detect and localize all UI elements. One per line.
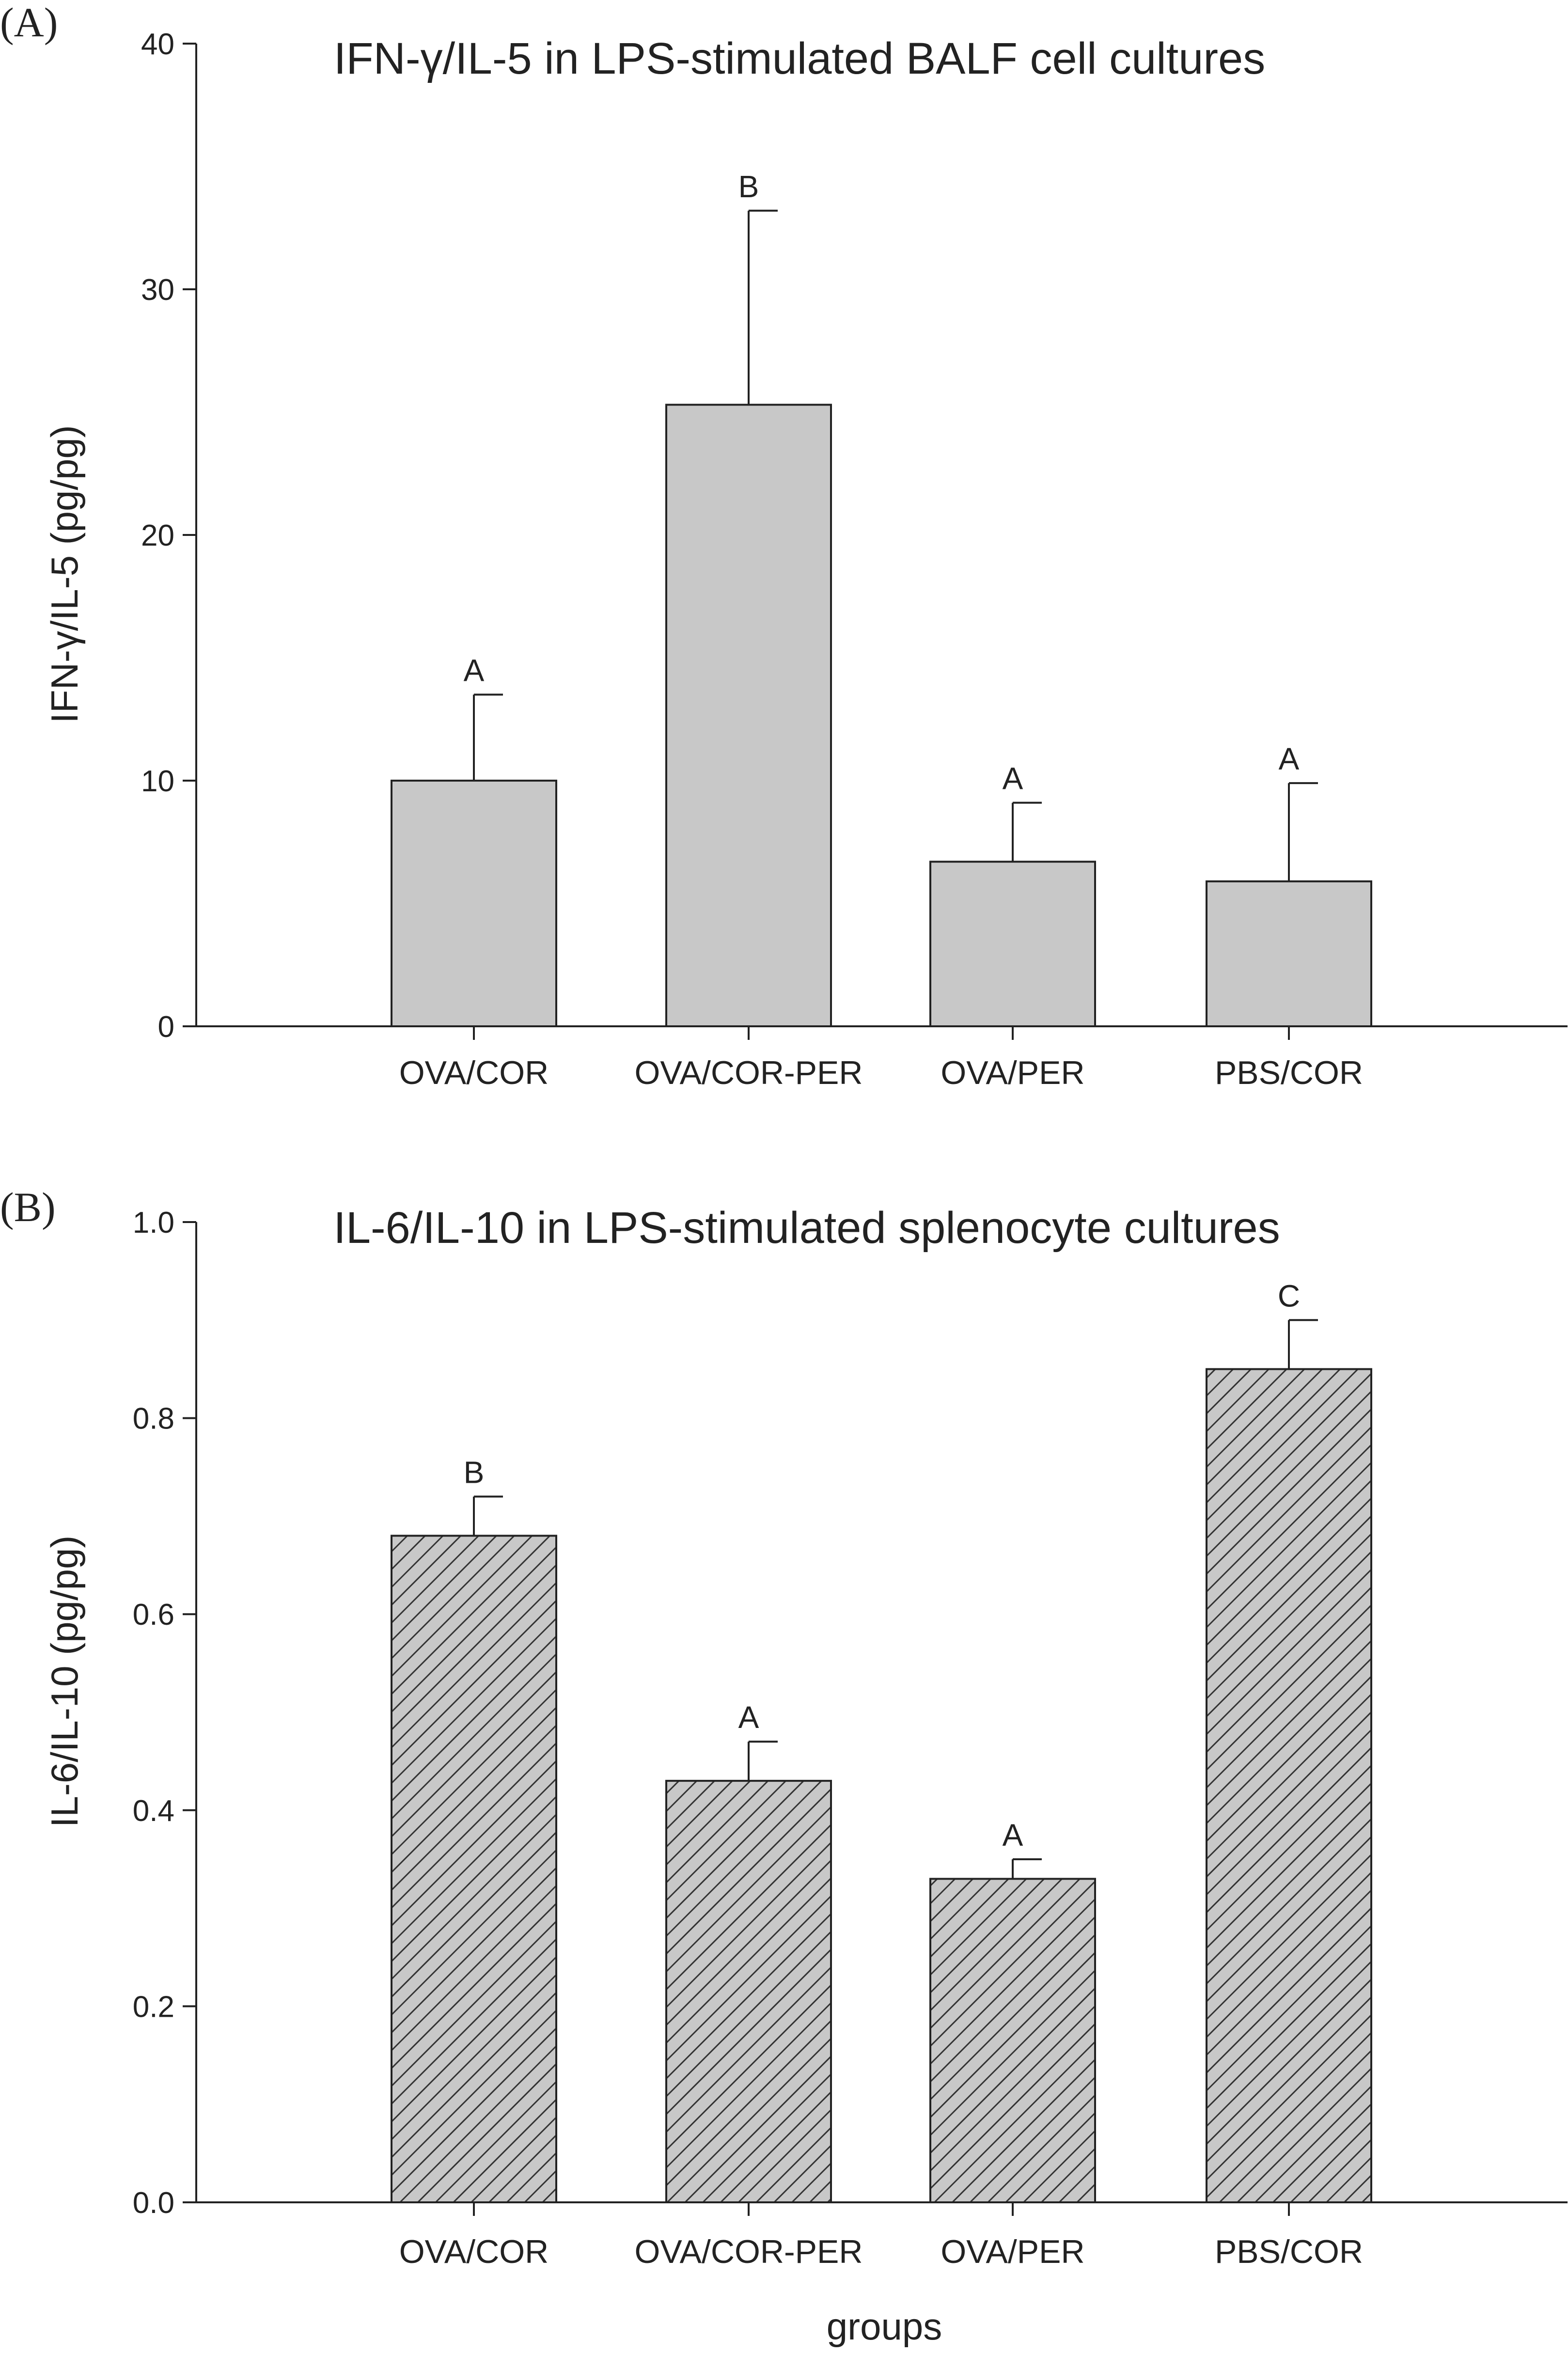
category-label: OVA/COR-PER: [634, 1054, 862, 1091]
bar: [1206, 1368, 1372, 2203]
significance-label: A: [1003, 761, 1023, 796]
panel-a-ticks: 0 10 20 30 40 OVA/COR OVA/COR-PER OVA/PER PBS/CO…: [141, 28, 1363, 1091]
category-label: OVA/COR: [399, 2233, 549, 2270]
significance-label: A: [1279, 741, 1300, 776]
category-label: OVA/PER: [941, 1054, 1084, 1091]
y-tick-label: 0.0: [133, 2186, 174, 2220]
panel-b-letter: (B): [0, 1184, 56, 1230]
y-tick-label: 10: [141, 765, 174, 798]
bar: [929, 861, 1096, 1028]
bar: [665, 404, 832, 1027]
panel-b-x-axis-label: groups: [827, 2305, 942, 2348]
y-tick-label: 1.0: [133, 1206, 174, 1240]
y-tick-label: 30: [141, 273, 174, 307]
y-tick-label: 0: [158, 1010, 174, 1044]
y-tick-label: 0.4: [133, 1794, 174, 1828]
bar: [391, 1535, 557, 2204]
category-label: OVA/COR: [399, 1054, 549, 1091]
significance-label: B: [738, 169, 759, 204]
y-tick-label: 20: [141, 519, 174, 552]
panel-a-title: IFN-γ/IL-5 in LPS-stimulated BALF cell c…: [334, 34, 1265, 83]
bar: [391, 780, 557, 1027]
panel-b-bars: B A A C: [391, 1278, 1372, 2204]
significance-label: C: [1278, 1278, 1300, 1313]
panel-a: (A) IFN-γ/IL-5 in LPS-stimulated BALF ce…: [0, 0, 1568, 1091]
bar: [1206, 880, 1372, 1027]
bar: [665, 1780, 832, 2204]
panel-b-y-axis-label: IL-6/IL-10 (pg/pg): [43, 1536, 86, 1828]
category-label: OVA/COR-PER: [634, 2233, 862, 2270]
category-label: OVA/PER: [941, 2233, 1084, 2270]
y-tick-label: 40: [141, 28, 174, 61]
category-label: PBS/COR: [1215, 1054, 1363, 1091]
panel-a-y-axis-label: IFN-γ/IL-5 (pg/pg): [43, 425, 86, 723]
panel-a-letter: (A): [0, 0, 58, 46]
significance-label: B: [464, 1455, 485, 1490]
y-tick-label: 0.6: [133, 1598, 174, 1632]
y-tick-label: 0.8: [133, 1402, 174, 1436]
panel-b: (B) IL-6/IL-10 in LPS-stimulated splenoc…: [0, 1184, 1568, 2348]
panel-b-ticks: 0.0 0.2 0.4 0.6 0.8 1.0 OVA/COR OVA/COR-PER OVA/…: [133, 1206, 1363, 2270]
panel-a-bars: A B A A: [391, 169, 1372, 1028]
significance-label: A: [1003, 1818, 1023, 1852]
panel-b-title: IL-6/IL-10 in LPS-stimulated splenocyte …: [333, 1203, 1280, 1253]
y-tick-label: 0.2: [133, 1990, 174, 2024]
category-label: PBS/COR: [1215, 2233, 1363, 2270]
significance-label: A: [738, 1700, 759, 1735]
bar: [929, 1878, 1096, 2203]
significance-label: A: [464, 653, 485, 688]
